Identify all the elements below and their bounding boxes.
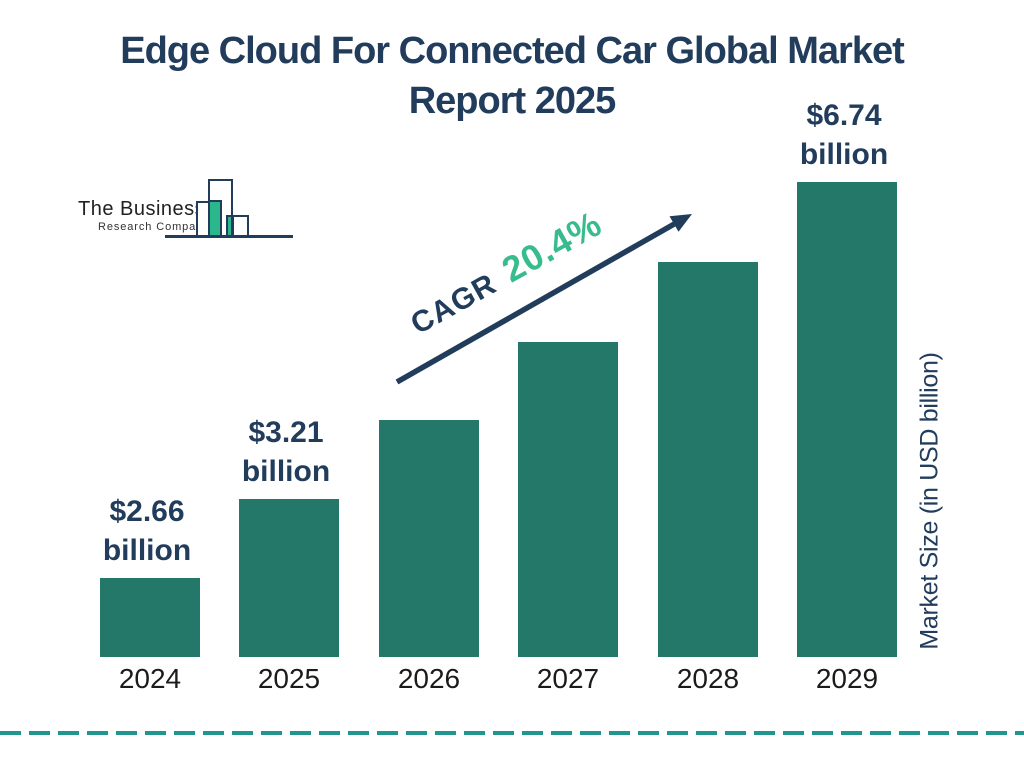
value-label-2025: $3.21 billion xyxy=(196,413,376,491)
x-axis-label-2025: 2025 xyxy=(257,663,321,694)
value-unit: billion xyxy=(241,455,331,488)
cagr-value: 20.4% xyxy=(495,202,609,291)
chart-title-line1: Edge Cloud For Connected Car Global Mark… xyxy=(120,30,905,72)
x-axis-label-2029: 2029 xyxy=(815,663,879,694)
chart-title: Edge Cloud For Connected Car Global Mark… xyxy=(0,26,1024,126)
value-label-2024: $2.66 billion xyxy=(57,492,237,570)
bar-2028 xyxy=(658,262,758,657)
logo-company-name: The Business xyxy=(78,198,206,220)
logo-bar-chart-icon xyxy=(165,175,295,240)
bar-2026 xyxy=(379,420,479,657)
x-axis-label-2028: 2028 xyxy=(676,663,740,694)
value-unit: billion xyxy=(102,534,192,567)
value-amount: $2.66 xyxy=(109,495,185,528)
x-axis-label-2027: 2027 xyxy=(536,663,600,694)
y-axis-label: Market Size (in USD billion) xyxy=(915,352,944,650)
bar-2025 xyxy=(239,499,339,657)
bar-2029 xyxy=(797,182,897,657)
chart-title-line2: Report 2025 xyxy=(408,80,617,122)
value-unit: billion xyxy=(799,138,889,171)
value-label-2029: $6.74 billion xyxy=(754,96,934,174)
company-logo: The Business Research Company xyxy=(75,172,305,252)
x-axis-label-2026: 2026 xyxy=(397,663,461,694)
value-amount: $3.21 xyxy=(248,416,324,449)
x-axis-label-2024: 2024 xyxy=(118,663,182,694)
bar-2027 xyxy=(518,342,618,657)
cagr-label: CAGR xyxy=(405,267,503,341)
logo-white-bar-right xyxy=(232,215,249,237)
logo-green-bar xyxy=(208,200,222,237)
cagr-annotation: CAGR20.4% xyxy=(402,203,609,343)
bar-2024 xyxy=(100,578,200,657)
value-amount: $6.74 xyxy=(806,99,882,132)
logo-company-subname: Research Company xyxy=(98,221,210,233)
